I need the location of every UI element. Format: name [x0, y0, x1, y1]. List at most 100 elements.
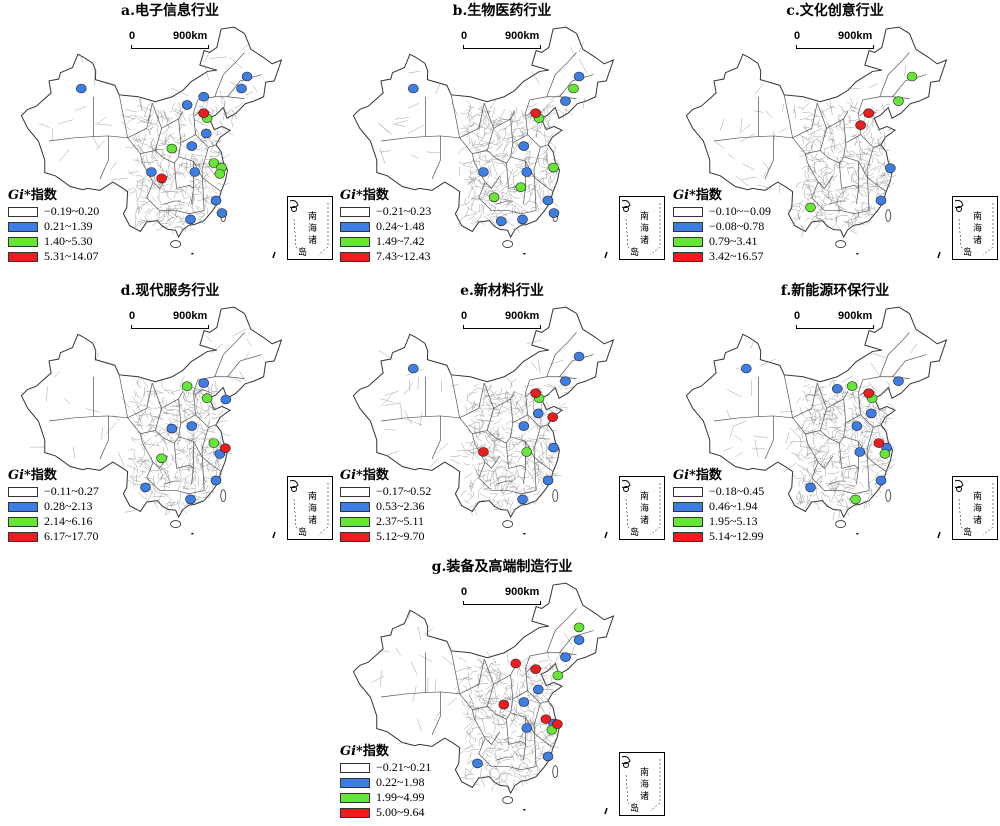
hotspot-class-2	[805, 202, 816, 213]
hotspot-class-2	[573, 622, 585, 633]
legend-swatch	[340, 221, 370, 232]
hotspot-class-2	[846, 381, 858, 392]
province-boundary	[118, 94, 128, 138]
inset-coastline	[621, 756, 661, 812]
province-boundary	[892, 354, 927, 377]
province-boundary	[559, 74, 594, 97]
legend-item: −0.10~−0.09	[673, 204, 813, 219]
province-boundary	[819, 391, 849, 431]
legend-swatch	[673, 486, 703, 497]
hotspot-class-1	[76, 83, 87, 94]
province-boundary	[227, 354, 262, 377]
province-boundary	[450, 650, 460, 694]
province-boundary	[858, 96, 910, 135]
legend-swatch	[8, 501, 38, 512]
province-boundary	[459, 382, 485, 419]
south-china-sea-inset: 南 海 诸 岛	[619, 752, 665, 816]
city-boundaries	[39, 43, 258, 235]
legend-label: 5.31~14.07	[44, 249, 99, 263]
province-boundary	[142, 442, 205, 495]
legend-label: 1.40~5.30	[44, 234, 93, 248]
legend-swatch	[340, 516, 370, 527]
inset-label: 海	[308, 504, 318, 514]
hotspot-class-1	[875, 475, 887, 486]
country-outline	[685, 26, 948, 239]
hotspot-class-2	[893, 96, 904, 106]
legend-item: 7.43~12.43	[340, 249, 480, 264]
legend-item: −0.11~0.27	[8, 484, 148, 499]
hotspot-class-1	[573, 351, 585, 362]
province-boundary	[546, 332, 577, 377]
province-boundary	[431, 415, 441, 460]
panel-title: a.电子信息行业	[121, 3, 219, 19]
hotspot-class-3	[552, 719, 563, 729]
reef-marker	[191, 252, 194, 255]
hotspot-class-1	[865, 408, 877, 419]
hotspot-class-1	[210, 475, 222, 486]
province-boundary	[783, 94, 793, 138]
hotspot-class-2	[850, 494, 861, 505]
scale-zero-label: 0	[461, 30, 468, 42]
legend: Gi*指数 −0.19~0.20 0.21~1.39 1.40~5.30 5.3…	[8, 184, 148, 264]
hotspot-class-1	[542, 195, 554, 206]
reef-marker	[272, 251, 276, 259]
hotspot-class-1	[573, 635, 585, 645]
inset-label: 南	[308, 212, 318, 222]
legend-title: Gi*指数	[673, 188, 722, 203]
hotspot-class-1	[542, 751, 554, 762]
province-boundary	[508, 464, 526, 469]
hotspot-class-1	[198, 91, 209, 102]
inset-label: 岛	[963, 248, 973, 258]
legend-swatch	[340, 251, 370, 262]
legend-swatch	[340, 531, 370, 542]
province-boundary	[841, 184, 859, 189]
legend-title: Gi*指数	[340, 744, 389, 759]
legend-label: 0.28~2.13	[44, 499, 93, 513]
inset-coastline	[621, 480, 661, 536]
hotspot-class-2	[548, 162, 559, 173]
province-boundary	[118, 374, 128, 418]
legend-label: 1.49~7.42	[376, 234, 425, 248]
scale-distance-label: 900km	[173, 310, 208, 322]
hotspot-class-1	[408, 363, 419, 374]
scale-line	[131, 45, 209, 49]
legend-swatch	[673, 221, 703, 232]
hotspot-class-2	[488, 192, 500, 203]
scale-bar: 0 900km	[790, 30, 880, 52]
hotspot-class-1	[185, 214, 196, 225]
inset-label: 海	[308, 224, 318, 234]
province-boundary	[483, 658, 494, 685]
legend-swatch	[340, 206, 370, 217]
hotspot-class-1	[146, 167, 157, 177]
map-panel-d: d.现代服务行业 0 900km Gi*指数 −0.11~0.27 0.28~2.…	[5, 280, 335, 545]
legend-item: −0.08~0.78	[673, 219, 813, 234]
province-boundary	[474, 442, 537, 495]
taiwan-island	[885, 209, 892, 223]
taiwan-island	[552, 489, 559, 503]
panel-title: g.装备及高端制造行业	[431, 559, 573, 575]
scale-line	[463, 325, 541, 329]
scale-zero-label: 0	[794, 310, 801, 322]
hotspot-class-3	[156, 173, 167, 184]
hotspot-class-1	[893, 376, 904, 386]
inset-label: 诸	[640, 792, 650, 802]
legend: Gi*指数 −0.21~0.23 0.24~1.48 1.49~7.42 7.4…	[340, 184, 480, 264]
province-boundary	[214, 332, 245, 377]
scale-bar: 0 900km	[457, 30, 547, 52]
province-boundary	[472, 150, 509, 189]
inset-label: 海	[640, 504, 650, 514]
hotspot-class-1	[548, 208, 560, 218]
hainan-island	[502, 796, 514, 804]
province-boundary	[180, 134, 217, 148]
province-boundary	[483, 382, 494, 409]
hotspot-class-1	[236, 83, 247, 94]
country-outline	[20, 26, 283, 239]
inset-coastline	[621, 200, 661, 256]
hotspot-class-1	[560, 96, 571, 106]
scale-bar: 0 900km	[125, 310, 215, 332]
hotspot-class-1	[518, 421, 530, 431]
hotspot-class-1	[210, 195, 222, 206]
inset-label: 诸	[973, 516, 983, 526]
map-panel-a: a.电子信息行业 0 900km Gi*指数 −0.19~0.20 0.21~1.…	[5, 0, 335, 265]
legend-swatch	[673, 516, 703, 527]
